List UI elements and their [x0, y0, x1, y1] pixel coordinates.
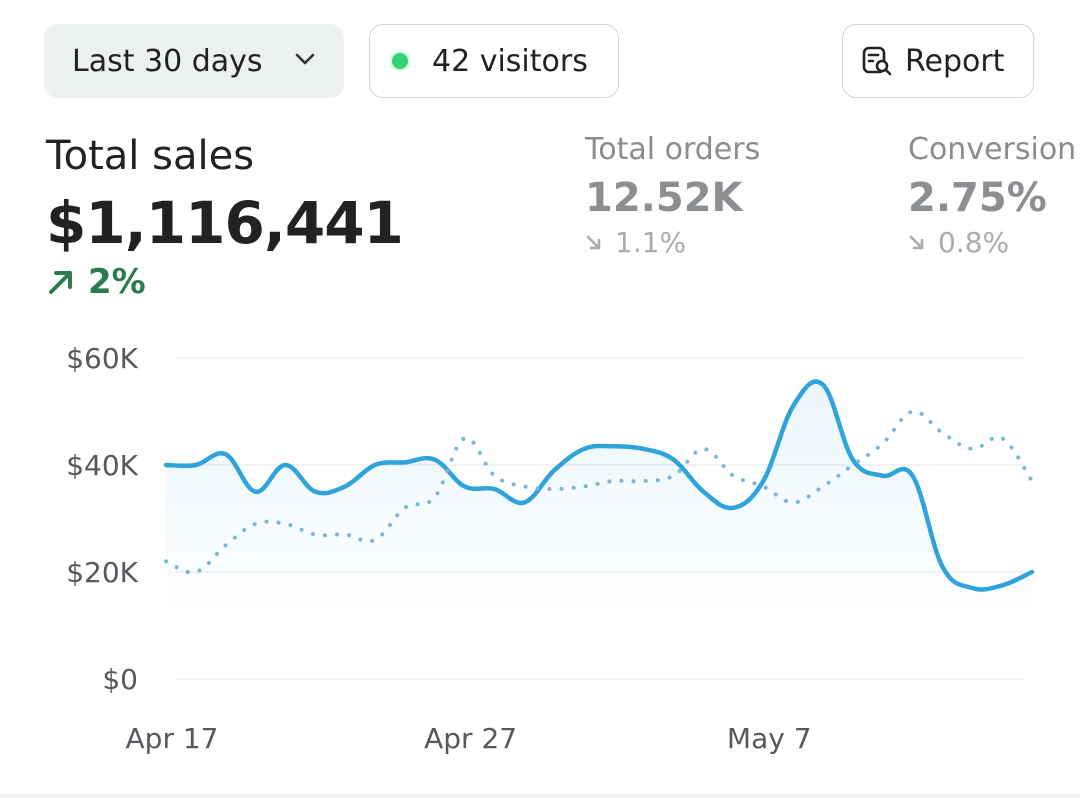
- delta-value: 1.1%: [615, 226, 687, 259]
- metric-label: Total sales: [46, 133, 255, 179]
- x-tick-label: May 7: [727, 722, 812, 755]
- date-range-dropdown[interactable]: Last 30 days: [44, 24, 344, 98]
- toolbar: Last 30 days 42 visitors Report: [0, 0, 1080, 110]
- y-tick-label: $20K: [66, 556, 138, 589]
- x-tick-label: Apr 27: [424, 722, 517, 755]
- metric-label: Total orders: [585, 132, 761, 167]
- bottom-divider: [0, 794, 1080, 798]
- live-status-icon: [392, 53, 408, 69]
- arrow-down-right-icon: [586, 235, 601, 249]
- y-tick-label: $0: [102, 663, 138, 696]
- live-visitors-button[interactable]: 42 visitors: [369, 24, 619, 98]
- arrow-down-right-icon: [909, 235, 924, 249]
- conversion-metric[interactable]: Conversion 2.75% 0.8%: [908, 132, 1076, 259]
- metric-value: $1,116,441: [46, 189, 404, 257]
- metric-label: Conversion: [908, 132, 1077, 167]
- report-label: Report: [905, 43, 1005, 79]
- total-sales-metric[interactable]: Total sales $1,116,441 2%: [46, 133, 404, 302]
- delta-value: 0.8%: [938, 226, 1010, 259]
- y-tick-label: $60K: [66, 342, 138, 375]
- metric-value: 2.75%: [908, 175, 1047, 221]
- y-tick-label: $40K: [66, 449, 138, 482]
- visitors-label: 42 visitors: [432, 43, 588, 79]
- metric-delta: 2%: [46, 262, 403, 302]
- delta-value: 2%: [88, 262, 146, 302]
- total-orders-metric[interactable]: Total orders 12.52K 1.1%: [585, 132, 760, 259]
- series-line-current: [163, 379, 1035, 592]
- chevron-down-icon: [295, 53, 315, 65]
- series-line-previous: [164, 409, 1034, 575]
- series-area: [166, 381, 1032, 619]
- metric-delta: 0.8%: [908, 226, 1076, 259]
- report-button[interactable]: Report: [842, 24, 1034, 98]
- x-tick-label: Apr 17: [126, 722, 219, 755]
- date-range-label: Last 30 days: [72, 43, 263, 79]
- metric-delta: 1.1%: [585, 226, 760, 259]
- sales-line-chart[interactable]: $60K $40K $20K $0 Apr 17 Apr 27 May 7: [0, 330, 1080, 780]
- report-search-icon: [862, 46, 892, 76]
- metric-value: 12.52K: [585, 175, 743, 221]
- arrow-up-right-icon: [49, 271, 72, 294]
